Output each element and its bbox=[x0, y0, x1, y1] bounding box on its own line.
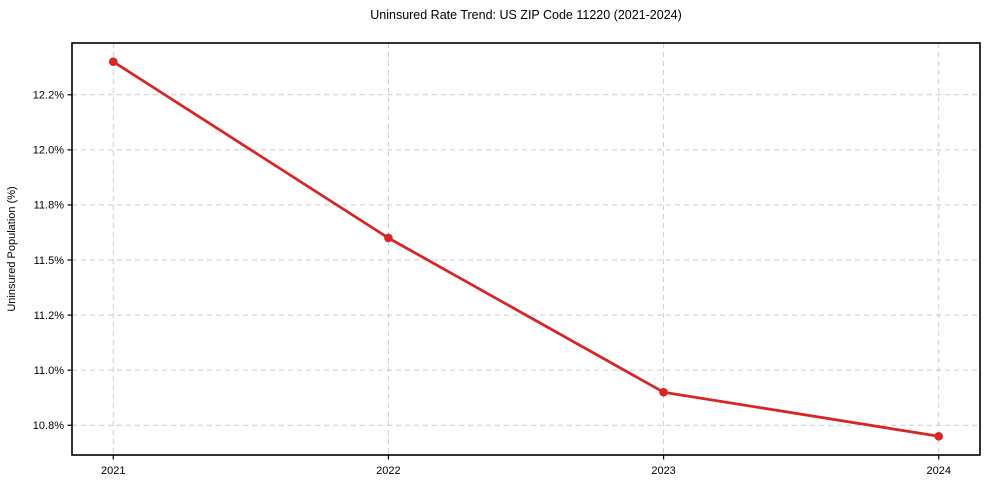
tick-layer: 2021 2022 2023 2024 10.8% 11.0% 11.2% 11.5% 11.8… bbox=[33, 90, 951, 477]
y-tick-label: 11.5% bbox=[34, 255, 65, 267]
label-layer: Uninsured Rate Trend: US ZIP Code 11220 … bbox=[6, 8, 682, 312]
y-tick-label: 10.8% bbox=[33, 420, 64, 432]
x-tick-label: 2021 bbox=[101, 465, 125, 477]
trend-line bbox=[111, 60, 941, 438]
data-point-marker bbox=[659, 387, 668, 397]
y-tick-label: 11.8% bbox=[34, 200, 65, 212]
data-point-marker bbox=[108, 57, 118, 67]
plot-border bbox=[71, 42, 981, 456]
x-tick-label: 2023 bbox=[651, 465, 675, 477]
y-axis-label: Uninsured Population (%) bbox=[6, 186, 18, 311]
grid-layer bbox=[72, 43, 980, 455]
y-tick-label: 11.2% bbox=[34, 310, 65, 322]
series-layer bbox=[108, 57, 944, 441]
x-tick-label: 2024 bbox=[926, 465, 950, 477]
data-point-marker bbox=[384, 233, 393, 243]
y-tick-label: 12.0% bbox=[33, 145, 64, 157]
chart-title: Uninsured Rate Trend: US ZIP Code 11220 … bbox=[370, 8, 682, 22]
data-point-marker bbox=[934, 431, 944, 441]
y-tick-label: 11.0% bbox=[34, 365, 65, 377]
y-tick-label: 12.2% bbox=[33, 90, 64, 102]
x-tick-label: 2022 bbox=[376, 465, 400, 477]
